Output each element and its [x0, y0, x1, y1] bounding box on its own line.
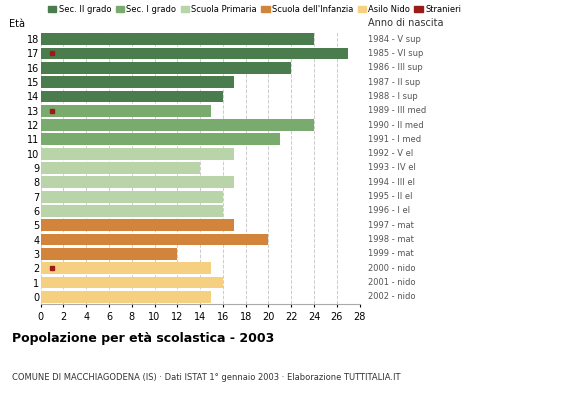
Bar — [41, 176, 234, 188]
Bar — [41, 105, 212, 117]
Bar — [41, 62, 291, 74]
Bar — [41, 248, 177, 260]
Text: 1998 - mat: 1998 - mat — [368, 235, 414, 244]
Text: 1995 - II el: 1995 - II el — [368, 192, 413, 201]
Bar — [41, 191, 223, 202]
Text: 1996 - I el: 1996 - I el — [368, 206, 411, 216]
Bar — [41, 262, 212, 274]
Text: COMUNE DI MACCHIAGODENA (IS) · Dati ISTAT 1° gennaio 2003 · Elaborazione TUTTITA: COMUNE DI MACCHIAGODENA (IS) · Dati ISTA… — [12, 373, 400, 382]
Bar — [41, 148, 234, 160]
Text: Età: Età — [9, 19, 25, 29]
Text: 1992 - V el: 1992 - V el — [368, 149, 414, 158]
Bar — [41, 162, 200, 174]
Text: 1989 - III med: 1989 - III med — [368, 106, 426, 115]
Bar — [41, 234, 269, 246]
Text: 1987 - II sup: 1987 - II sup — [368, 78, 420, 87]
Bar — [41, 119, 314, 131]
Text: 2000 - nido: 2000 - nido — [368, 264, 416, 273]
Bar — [41, 134, 280, 145]
Text: 1997 - mat: 1997 - mat — [368, 221, 414, 230]
Legend: Sec. II grado, Sec. I grado, Scuola Primaria, Scuola dell'Infanzia, Asilo Nido, : Sec. II grado, Sec. I grado, Scuola Prim… — [45, 1, 465, 17]
Text: 1994 - III el: 1994 - III el — [368, 178, 415, 187]
Bar — [41, 219, 234, 231]
Bar — [41, 291, 212, 303]
Text: 1985 - VI sup: 1985 - VI sup — [368, 49, 423, 58]
Text: 1999 - mat: 1999 - mat — [368, 249, 414, 258]
Text: 1984 - V sup: 1984 - V sup — [368, 35, 421, 44]
Text: 1986 - III sup: 1986 - III sup — [368, 63, 423, 72]
Bar — [41, 205, 223, 217]
Text: 1988 - I sup: 1988 - I sup — [368, 92, 418, 101]
Text: 1990 - II med: 1990 - II med — [368, 120, 424, 130]
Text: Anno di nascita: Anno di nascita — [368, 18, 444, 28]
Text: 1993 - IV el: 1993 - IV el — [368, 164, 416, 172]
Bar — [41, 48, 348, 59]
Bar — [41, 90, 223, 102]
Bar — [41, 76, 234, 88]
Bar — [41, 33, 314, 45]
Text: 2002 - nido: 2002 - nido — [368, 292, 416, 301]
Text: 2001 - nido: 2001 - nido — [368, 278, 416, 287]
Bar — [41, 277, 223, 288]
Text: 1991 - I med: 1991 - I med — [368, 135, 422, 144]
Text: Popolazione per età scolastica - 2003: Popolazione per età scolastica - 2003 — [12, 332, 274, 345]
